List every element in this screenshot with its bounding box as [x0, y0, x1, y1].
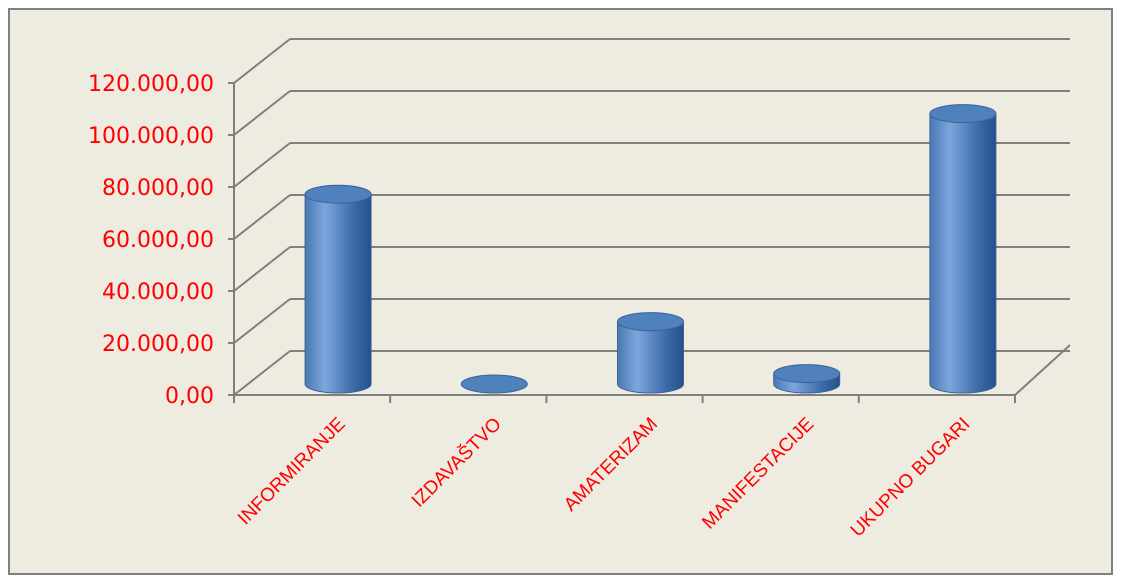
y-tick-label: 80.000,00	[102, 176, 214, 201]
y-tick-label: 120.000,00	[88, 72, 214, 97]
x-axis-ticks: INFORMIRANJE IZDAVAŠTVO AMATERIZAM MANIFEST…	[234, 413, 974, 541]
y-tick-label: 20.000,00	[102, 332, 214, 357]
gridline-diagonal	[233, 194, 291, 240]
bar	[304, 184, 372, 394]
gridline-diagonal	[233, 350, 291, 396]
bar-layer	[304, 104, 997, 394]
bar-body	[617, 321, 684, 394]
x-tick-label: UKUPNO BUGARI	[847, 414, 975, 542]
x-tick-label: INFORMIRANJE	[234, 414, 350, 530]
y-tick-label: 60.000,00	[102, 228, 214, 253]
bar	[773, 364, 841, 394]
bar-top	[460, 374, 528, 394]
bar	[617, 312, 684, 394]
bar-top	[773, 364, 841, 384]
floor-right-edge	[1014, 344, 1071, 396]
bar-top	[304, 184, 372, 204]
bar	[460, 374, 528, 394]
gridline-diagonal	[233, 90, 291, 136]
x-tick-label: IZDAVAŠTVO	[407, 413, 506, 512]
gridline-diagonal	[233, 38, 291, 84]
x-tick-label: MANIFESTACIJE	[698, 414, 818, 534]
bar-body	[304, 193, 372, 394]
gridline-diagonal	[233, 298, 291, 344]
y-tick-label: 0,00	[165, 384, 214, 409]
y-tick-label: 40.000,00	[102, 280, 214, 305]
x-tick-label: AMATERIZAM	[560, 414, 662, 516]
chart-frame: 0,00 20.000,00 40.000,00 60.000,00 80.000,00…	[8, 8, 1113, 575]
y-axis-ticks: 0,00 20.000,00 40.000,00 60.000,00 80.000,00…	[88, 72, 214, 409]
bar-top	[929, 104, 997, 124]
y-tick-label: 100.000,00	[88, 124, 214, 149]
bar-top	[617, 312, 684, 332]
bar-body	[929, 113, 997, 394]
gridline-diagonal	[233, 142, 291, 188]
bar	[929, 104, 997, 394]
gridline-diagonal	[233, 246, 291, 292]
